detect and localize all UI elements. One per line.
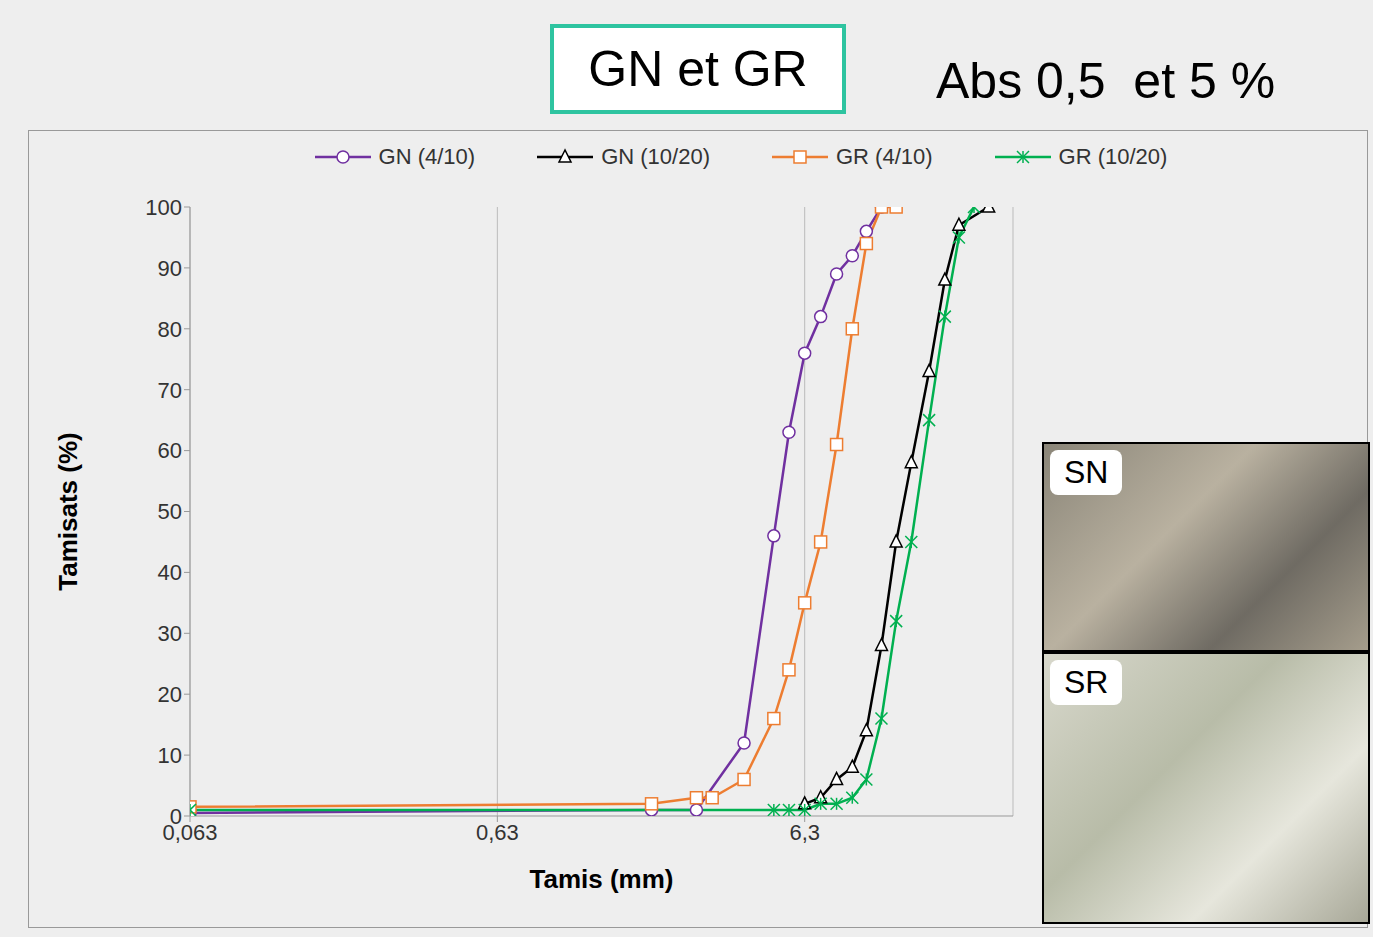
html-text:GN et GR: GN et GR <box>588 41 808 97</box>
svg-text:10: 10 <box>158 743 182 768</box>
svg-text:80: 80 <box>158 317 182 342</box>
html-text:GN (4/10): GN (4/10) <box>378 144 476 169</box>
svg-text:100: 100 <box>145 195 182 220</box>
html-text:Abs 0,5 et 5 %: Abs 0,5 et 5 % <box>936 53 1276 109</box>
svg-text:90: 90 <box>158 256 182 281</box>
svg-text:30: 30 <box>158 621 182 646</box>
svg-text:6,3: 6,3 <box>789 820 820 845</box>
html-text:SR: SR <box>1064 664 1109 700</box>
svg-text:0: 0 <box>170 804 182 829</box>
svg-text:Tamis (mm): Tamis (mm) <box>530 864 674 894</box>
html-text:GN (10/20): GN (10/20) <box>601 144 710 169</box>
svg-text:Tamisats (%): Tamisats (%) <box>53 432 83 590</box>
html-text:SN: SN <box>1064 454 1109 490</box>
html-text:GR (10/20): GR (10/20) <box>1058 144 1168 169</box>
svg-text:70: 70 <box>158 378 182 403</box>
svg-text:40: 40 <box>158 560 182 585</box>
svg-text:50: 50 <box>158 499 182 524</box>
svg-text:0,63: 0,63 <box>476 820 519 845</box>
svg-text:20: 20 <box>158 682 182 707</box>
html-text:GR (4/10): GR (4/10) <box>836 144 933 169</box>
svg-text:0,063: 0,063 <box>162 819 218 845</box>
svg-text:60: 60 <box>158 438 182 463</box>
